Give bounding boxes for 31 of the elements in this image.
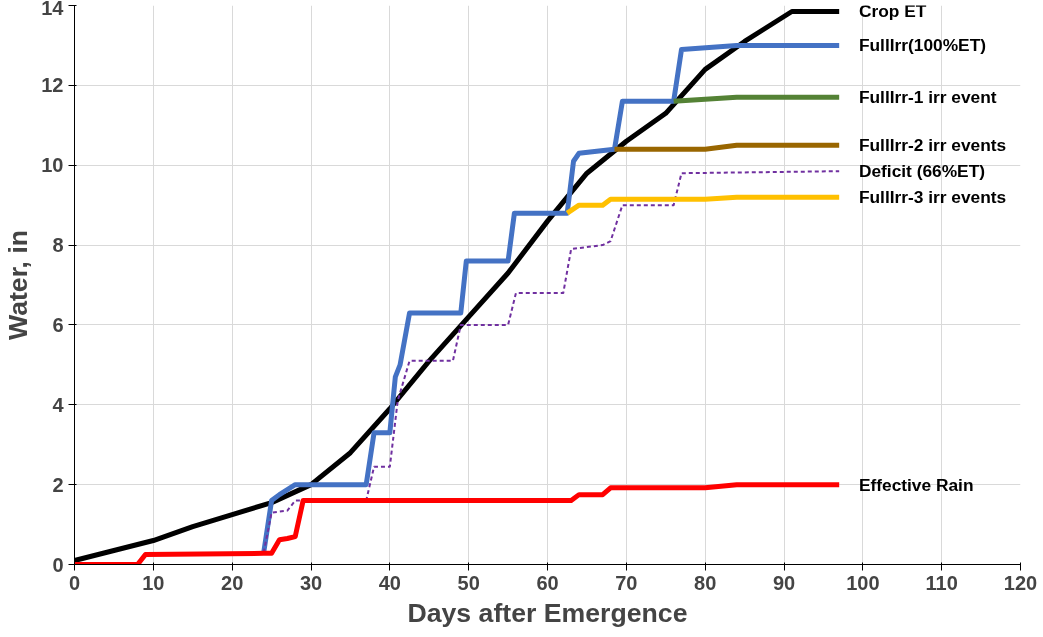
series-label: Effective Rain: [858, 474, 974, 495]
series-label: FullIrr-2 irr events: [858, 135, 1007, 156]
x-tick-label: 70: [615, 571, 638, 594]
line-series: [262, 170, 841, 554]
y-tick-label: 10: [41, 154, 64, 177]
x-tick-label: 50: [457, 571, 480, 594]
series-label: Crop ET: [858, 1, 927, 22]
x-tick-label: 40: [378, 571, 401, 594]
x-tick-label: 100: [846, 571, 880, 594]
y-tick-label: 2: [52, 473, 64, 496]
y-tick-label: 4: [52, 393, 65, 416]
x-tick-label: 80: [694, 571, 717, 594]
x-tick-label: 0: [68, 571, 81, 594]
y-tick-label: 6: [52, 313, 64, 336]
y-tick-label: 12: [41, 74, 64, 97]
x-axis-title: Days after Emergence: [407, 597, 688, 628]
y-tick-label: 0: [52, 553, 64, 576]
x-tick-label: 90: [772, 571, 796, 594]
x-tick-label: 10: [142, 571, 165, 594]
series-label: FullIrr-1 irr event: [858, 87, 997, 108]
y-tick-label: 8: [52, 234, 64, 257]
x-tick-label: 30: [299, 571, 323, 594]
y-axis-title: Water, in: [3, 229, 34, 341]
series-label: Deficit (66%ET): [858, 161, 986, 182]
x-tick-label: 60: [536, 571, 559, 594]
series-label: FullIrr-3 irr events: [858, 187, 1007, 208]
x-tick-label: 110: [925, 571, 958, 594]
series-label: FullIrr(100%ET): [858, 35, 986, 56]
x-tick-label: 120: [1003, 571, 1038, 594]
y-tick-label: 14: [41, 0, 65, 19]
x-tick-label: 20: [221, 571, 244, 594]
